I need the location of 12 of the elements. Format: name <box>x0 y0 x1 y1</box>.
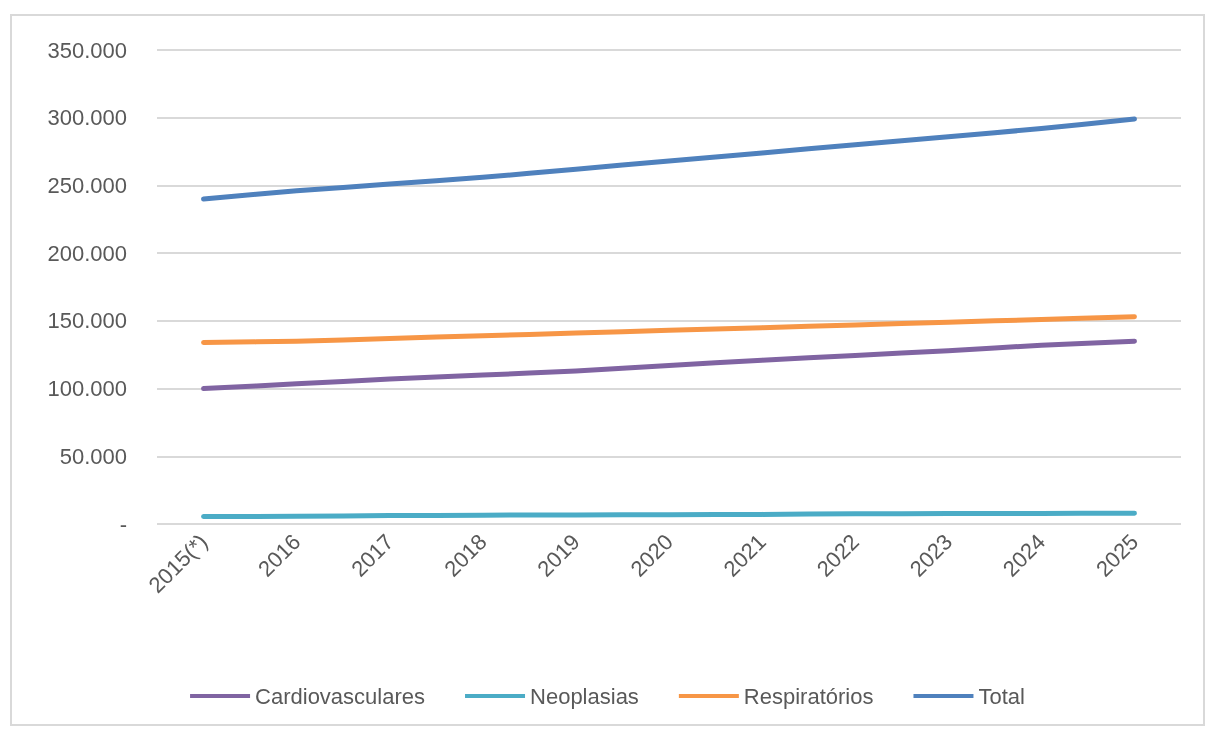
y-tick-label: 100.000 <box>47 376 127 402</box>
y-tick-label: 200.000 <box>47 240 127 266</box>
legend-label: Total <box>978 683 1025 709</box>
y-tick-label: - <box>119 511 127 537</box>
legend-label: Cardiovasculares <box>255 683 426 709</box>
legend-label: Respiratórios <box>743 683 874 709</box>
y-tick-label: 300.000 <box>47 105 127 131</box>
y-tick-label: 250.000 <box>47 172 127 198</box>
y-tick-label: 150.000 <box>47 308 127 334</box>
legend-label: Neoplasias <box>530 683 639 709</box>
y-tick-label: 350.000 <box>47 37 127 63</box>
y-tick-label: 50.000 <box>59 443 127 469</box>
